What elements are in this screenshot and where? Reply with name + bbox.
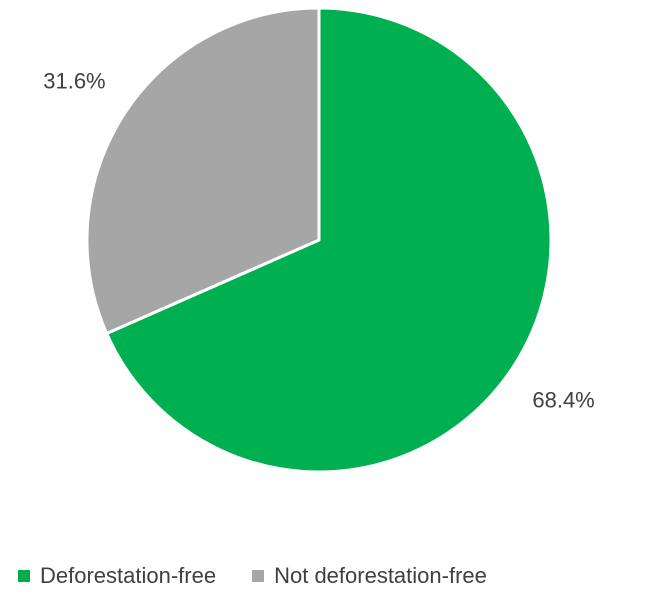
legend-item-deforestation-free: Deforestation-free (18, 563, 216, 589)
legend-item-not-deforestation-free: Not deforestation-free (252, 563, 487, 589)
legend-swatch-deforestation-free (18, 570, 30, 582)
pie-chart: 68.4% 31.6% (43, 6, 595, 474)
pie-slice-deforestation-free (105, 6, 553, 474)
legend-swatch-not-deforestation-free (252, 570, 265, 582)
legend: Deforestation-free Not deforestation-fre… (18, 563, 523, 589)
data-label-not-deforestation-free: 31.6% (43, 68, 105, 93)
legend-label-deforestation-free: Deforestation-free (40, 563, 217, 588)
data-label-deforestation-free: 68.4% (532, 388, 594, 413)
pie-slice-not-deforestation-free (85, 6, 321, 335)
legend-label-not-deforestation-free: Not deforestation-free (274, 563, 487, 588)
